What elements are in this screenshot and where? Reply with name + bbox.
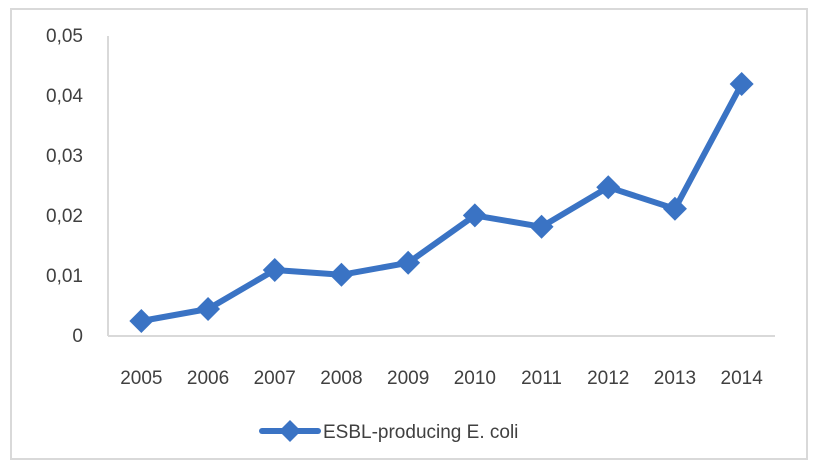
x-tick-label: 2007	[254, 368, 296, 389]
data-point-marker	[129, 309, 154, 333]
x-tick-label: 2010	[454, 368, 496, 389]
x-tick-labels: 2005 2006 2007 2008 2009 2010 2011 2012 2013 2014	[120, 368, 763, 389]
x-tick-label: 2011	[521, 368, 562, 389]
data-point-marker	[462, 203, 487, 228]
data-point-marker	[596, 175, 621, 200]
x-tick-label: 2008	[320, 368, 362, 389]
x-tick-label: 2014	[721, 368, 764, 389]
y-tick-label: 0	[72, 326, 83, 347]
axes	[107, 36, 775, 337]
data-point-marker	[329, 262, 354, 287]
data-point-marker	[196, 297, 221, 321]
x-tick-label: 2013	[654, 368, 696, 389]
y-tick-label: 0,03	[46, 146, 83, 167]
chart-frame	[10, 8, 808, 460]
legend-label: ESBL-producing E. coli	[323, 422, 518, 443]
legend: ESBL-producing E. coli	[259, 420, 518, 443]
y-tick-label: 0,04	[46, 86, 83, 107]
y-tick-label: 0,02	[46, 206, 83, 227]
data-point-marker	[396, 250, 421, 275]
y-tick-label: 0,05	[46, 26, 83, 47]
series-line	[138, 81, 745, 324]
y-tick-label: 0,01	[46, 266, 83, 287]
x-tick-label: 2006	[187, 368, 229, 389]
x-tick-label: 2012	[587, 368, 629, 389]
data-point-marker	[662, 196, 687, 221]
data-point-marker	[262, 258, 287, 282]
y-tick-labels: 0 0,01 0,02 0,03 0,04 0,05	[46, 26, 83, 347]
x-tick-label: 2009	[387, 368, 429, 389]
x-tick-label: 2005	[120, 368, 162, 389]
data-point-marker	[729, 72, 754, 96]
series-layer	[129, 72, 754, 333]
data-point-marker	[529, 214, 554, 239]
legend-marker	[279, 420, 301, 442]
